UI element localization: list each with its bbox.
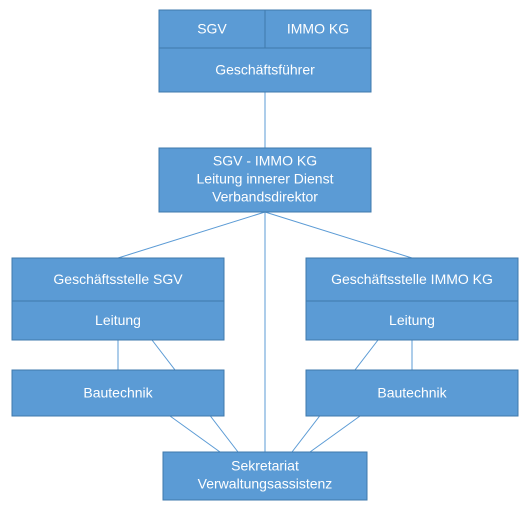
node-mid: SGV - IMMO KG Leitung innerer Dienst Ver… [159, 148, 371, 212]
top-bottom-label: Geschäftsführer [215, 62, 315, 78]
top-right-label: IMMO KG [287, 21, 349, 37]
connector [265, 212, 412, 258]
right-a-top-label: Geschäftsstelle IMMO KG [331, 271, 493, 287]
node-left-a: Geschäftsstelle SGV Leitung [12, 258, 224, 340]
connector [310, 416, 360, 452]
right-b-label: Bautechnik [377, 385, 447, 401]
connector [118, 212, 265, 258]
connector [170, 416, 220, 452]
node-right-a: Geschäftsstelle IMMO KG Leitung [306, 258, 518, 340]
mid-line1: SGV - IMMO KG [213, 153, 317, 169]
node-right-b: Bautechnik [306, 370, 518, 416]
node-top: SGV IMMO KG Geschäftsführer [159, 10, 371, 92]
node-bottom: Sekretariat Verwaltungsassistenz [163, 452, 367, 500]
mid-line3: Verbandsdirektor [212, 189, 318, 205]
top-left-label: SGV [197, 21, 227, 37]
left-a-top-label: Geschäftsstelle SGV [53, 271, 183, 287]
left-b-label: Bautechnik [83, 385, 153, 401]
mid-line2: Leitung innerer Dienst [197, 171, 334, 187]
bottom-line1: Sekretariat [231, 458, 299, 474]
org-chart: SGV IMMO KG Geschäftsführer SGV - IMMO K… [0, 0, 530, 512]
left-a-bottom-label: Leitung [95, 312, 141, 328]
bottom-line2: Verwaltungsassistenz [198, 476, 333, 492]
node-left-b: Bautechnik [12, 370, 224, 416]
right-a-bottom-label: Leitung [389, 312, 435, 328]
